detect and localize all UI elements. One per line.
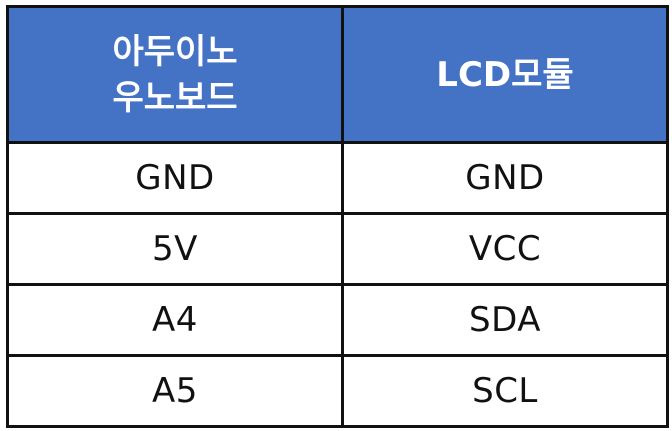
arduino-pin-cell: A4 [6,283,344,357]
lcd-pin-cell: SCL [341,354,669,428]
pin-mapping-table: 아두이노 우노보드 LCD모듈 GND GND 5V VCC A4 SDA A5… [6,5,669,428]
header-arduino-line2: 우노보드 [112,77,238,118]
table-row: A5 SCL [6,354,669,428]
header-row: 아두이노 우노보드 LCD모듈 [6,5,669,144]
arduino-pin-cell: GND [6,141,344,215]
header-lcd-module: LCD모듈 [341,5,669,144]
arduino-pin-cell: 5V [6,212,344,286]
header-arduino-uno: 아두이노 우노보드 [6,5,344,144]
table-row: GND GND [6,141,669,215]
lcd-pin-cell: GND [341,141,669,215]
header-arduino-line1: 아두이노 [112,31,238,72]
arduino-pin-cell: A5 [6,354,344,428]
table-row: 5V VCC [6,212,669,286]
lcd-pin-cell: VCC [341,212,669,286]
table-row: A4 SDA [6,283,669,357]
lcd-pin-cell: SDA [341,283,669,357]
